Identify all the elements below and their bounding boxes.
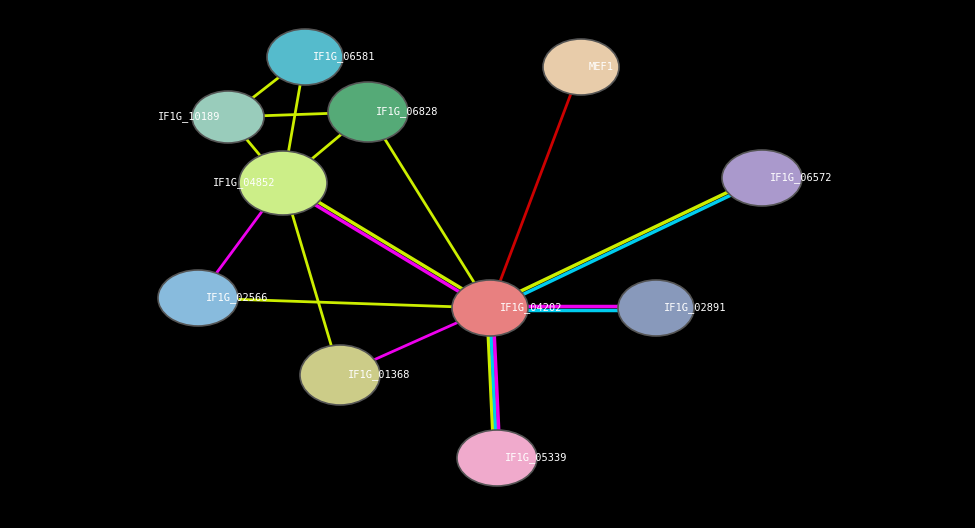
Ellipse shape [452, 280, 528, 336]
Text: IF1G_05339: IF1G_05339 [505, 452, 567, 464]
Ellipse shape [267, 29, 343, 85]
Text: IF1G_06581: IF1G_06581 [313, 52, 375, 62]
Text: IF1G_02566: IF1G_02566 [206, 293, 268, 304]
Ellipse shape [239, 151, 327, 215]
Text: IF1G_01368: IF1G_01368 [348, 370, 410, 381]
Text: IF1G_04202: IF1G_04202 [500, 303, 563, 314]
Ellipse shape [328, 82, 408, 142]
Text: IF1G_06572: IF1G_06572 [770, 173, 833, 183]
Text: IF1G_02891: IF1G_02891 [664, 303, 726, 314]
Ellipse shape [457, 430, 537, 486]
Text: IF1G_04852: IF1G_04852 [213, 177, 275, 188]
Ellipse shape [158, 270, 238, 326]
Ellipse shape [618, 280, 694, 336]
Ellipse shape [300, 345, 380, 405]
Text: IF1G_10189: IF1G_10189 [158, 111, 220, 122]
Ellipse shape [192, 91, 264, 143]
Text: MEF1: MEF1 [589, 62, 614, 72]
Text: IF1G_06828: IF1G_06828 [376, 107, 439, 117]
Ellipse shape [543, 39, 619, 95]
Ellipse shape [722, 150, 802, 206]
